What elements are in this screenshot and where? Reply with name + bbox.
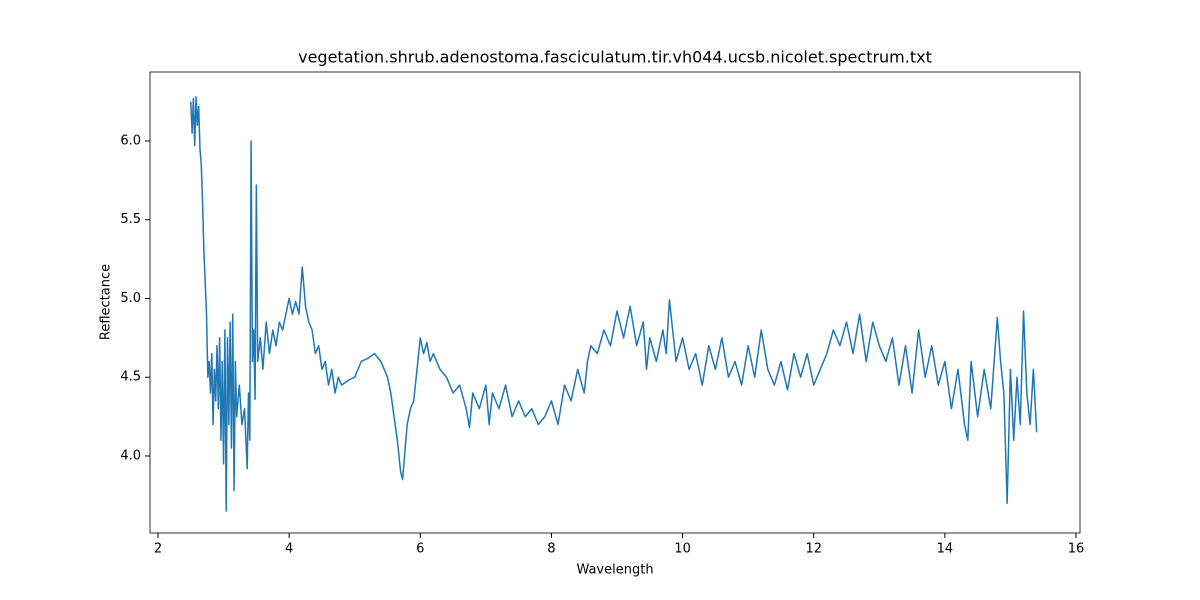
x-tick-label: 8 (547, 542, 555, 557)
y-tick-label: 5.0 (120, 291, 141, 306)
x-tick-label: 14 (937, 542, 954, 557)
y-tick-label: 4.0 (120, 448, 141, 463)
x-tick-label: 12 (805, 542, 822, 557)
spectrum-line (190, 96, 1038, 512)
x-tick-label: 6 (416, 542, 424, 557)
x-tick-label: 16 (1068, 542, 1085, 557)
plot-frame (149, 71, 1081, 534)
y-axis-label: Reflectance (99, 264, 114, 340)
y-tick-label: 4.5 (120, 370, 141, 385)
chart-title: vegetation.shrub.adenostoma.fasciculatum… (298, 48, 932, 67)
x-tick-label: 4 (285, 542, 293, 557)
x-tick-label: 2 (154, 542, 162, 557)
y-tick-label: 5.5 (120, 212, 141, 227)
x-tick-label: 10 (674, 542, 691, 557)
x-axis-label: Wavelength (576, 563, 653, 578)
y-tick-label: 6.0 (120, 133, 141, 148)
